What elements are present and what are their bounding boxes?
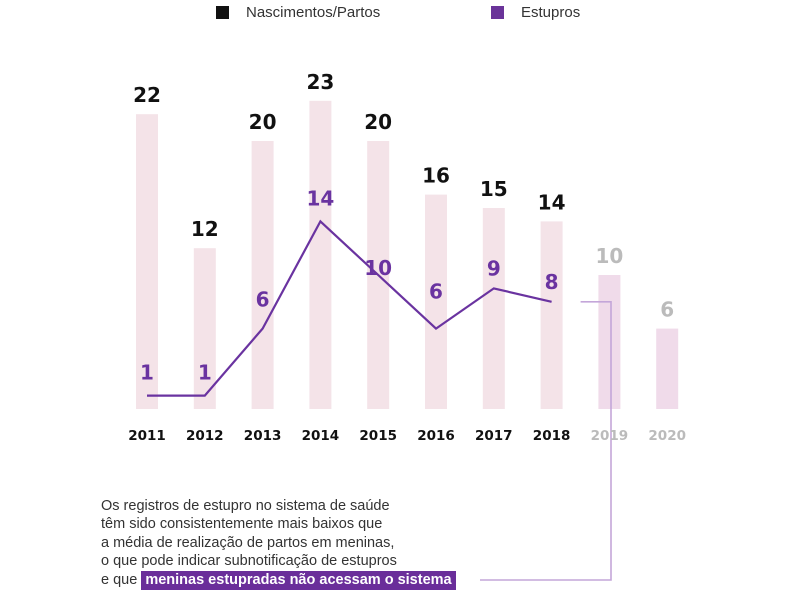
bar-value-label-2012: 12 (191, 217, 219, 241)
legend-label-rapes: Estupros (521, 4, 581, 21)
bar-2017 (482, 208, 505, 409)
bar-value-label-2019: 10 (595, 244, 623, 268)
bar-2016 (425, 194, 447, 409)
bar-2014 (309, 100, 332, 410)
bar-2012 (193, 248, 216, 409)
caption-line: a média de realização de partos em menin… (101, 534, 395, 551)
x-tick-label-2011: 2011 (128, 428, 166, 444)
legend-item-births: Nascimentos/Partos (216, 4, 380, 21)
caption-line-last: e que meninas estupradas não acessam o s… (101, 570, 621, 590)
line-estupros (147, 219, 552, 397)
legend-swatch-rapes (491, 6, 504, 19)
bar-value-label-2018: 14 (538, 190, 566, 214)
bar-2011 (136, 114, 158, 409)
connector-line (480, 300, 612, 581)
caption-line: Os registros de estupro no sistema de sa… (101, 498, 390, 514)
annotation-caption: Os registros de estupro no sistema de sa… (101, 497, 621, 590)
bar-2018 (540, 221, 563, 409)
bar-value-label-2015: 20 (364, 110, 392, 134)
x-tick-label-2017: 2017 (475, 428, 513, 444)
labels-group: 2220111220122020132320142020151620161520… (128, 70, 686, 444)
bar-value-label-2013: 20 (249, 110, 277, 134)
legend-swatch-births (216, 6, 229, 19)
line-value-label-2012: 1 (198, 361, 212, 385)
x-tick-label-2016: 2016 (417, 428, 455, 444)
line-value-label-2011: 1 (140, 361, 154, 385)
x-tick-label-2012: 2012 (186, 428, 224, 444)
caption-line: têm sido consistentemente mais baixos qu… (101, 516, 383, 533)
line-value-label-2014: 14 (306, 186, 334, 210)
legend-label-births: Nascimentos/Partos (246, 4, 381, 21)
x-tick-label-2020: 2020 (648, 428, 686, 444)
line-value-label-2016: 6 (429, 280, 443, 304)
line-value-label-2017: 9 (487, 256, 501, 280)
x-tick-label-2015: 2015 (359, 428, 397, 444)
bar-value-label-2020: 6 (660, 298, 674, 322)
legend: Nascimentos/Partos Estupros (0, 0, 800, 30)
line-group (147, 219, 552, 397)
bar-value-label-2016: 16 (422, 164, 450, 188)
caption-line: o que pode indicar subnotificação de est… (101, 553, 397, 570)
x-tick-label-2013: 2013 (244, 428, 282, 444)
bar-value-label-2017: 15 (480, 177, 508, 201)
bar-value-label-2011: 22 (133, 83, 161, 107)
bar-value-label-2014: 23 (306, 70, 334, 94)
x-tick-label-2019: 2019 (591, 428, 629, 444)
line-value-label-2013: 6 (256, 288, 270, 312)
x-tick-label-2014: 2014 (302, 428, 340, 444)
line-value-label-2018: 8 (545, 270, 559, 294)
bar-2013 (251, 141, 274, 409)
bar-2019 (598, 275, 621, 409)
annotation-connector (480, 300, 612, 581)
legend-item-rapes: Estupros (491, 4, 580, 21)
line-value-label-2015: 10 (364, 256, 392, 280)
bar-2020 (656, 328, 679, 409)
x-tick-label-2018: 2018 (533, 428, 571, 444)
caption-highlight: meninas estupradas não acessam o sistema (141, 570, 456, 590)
caption-prefix: e que (101, 571, 138, 588)
